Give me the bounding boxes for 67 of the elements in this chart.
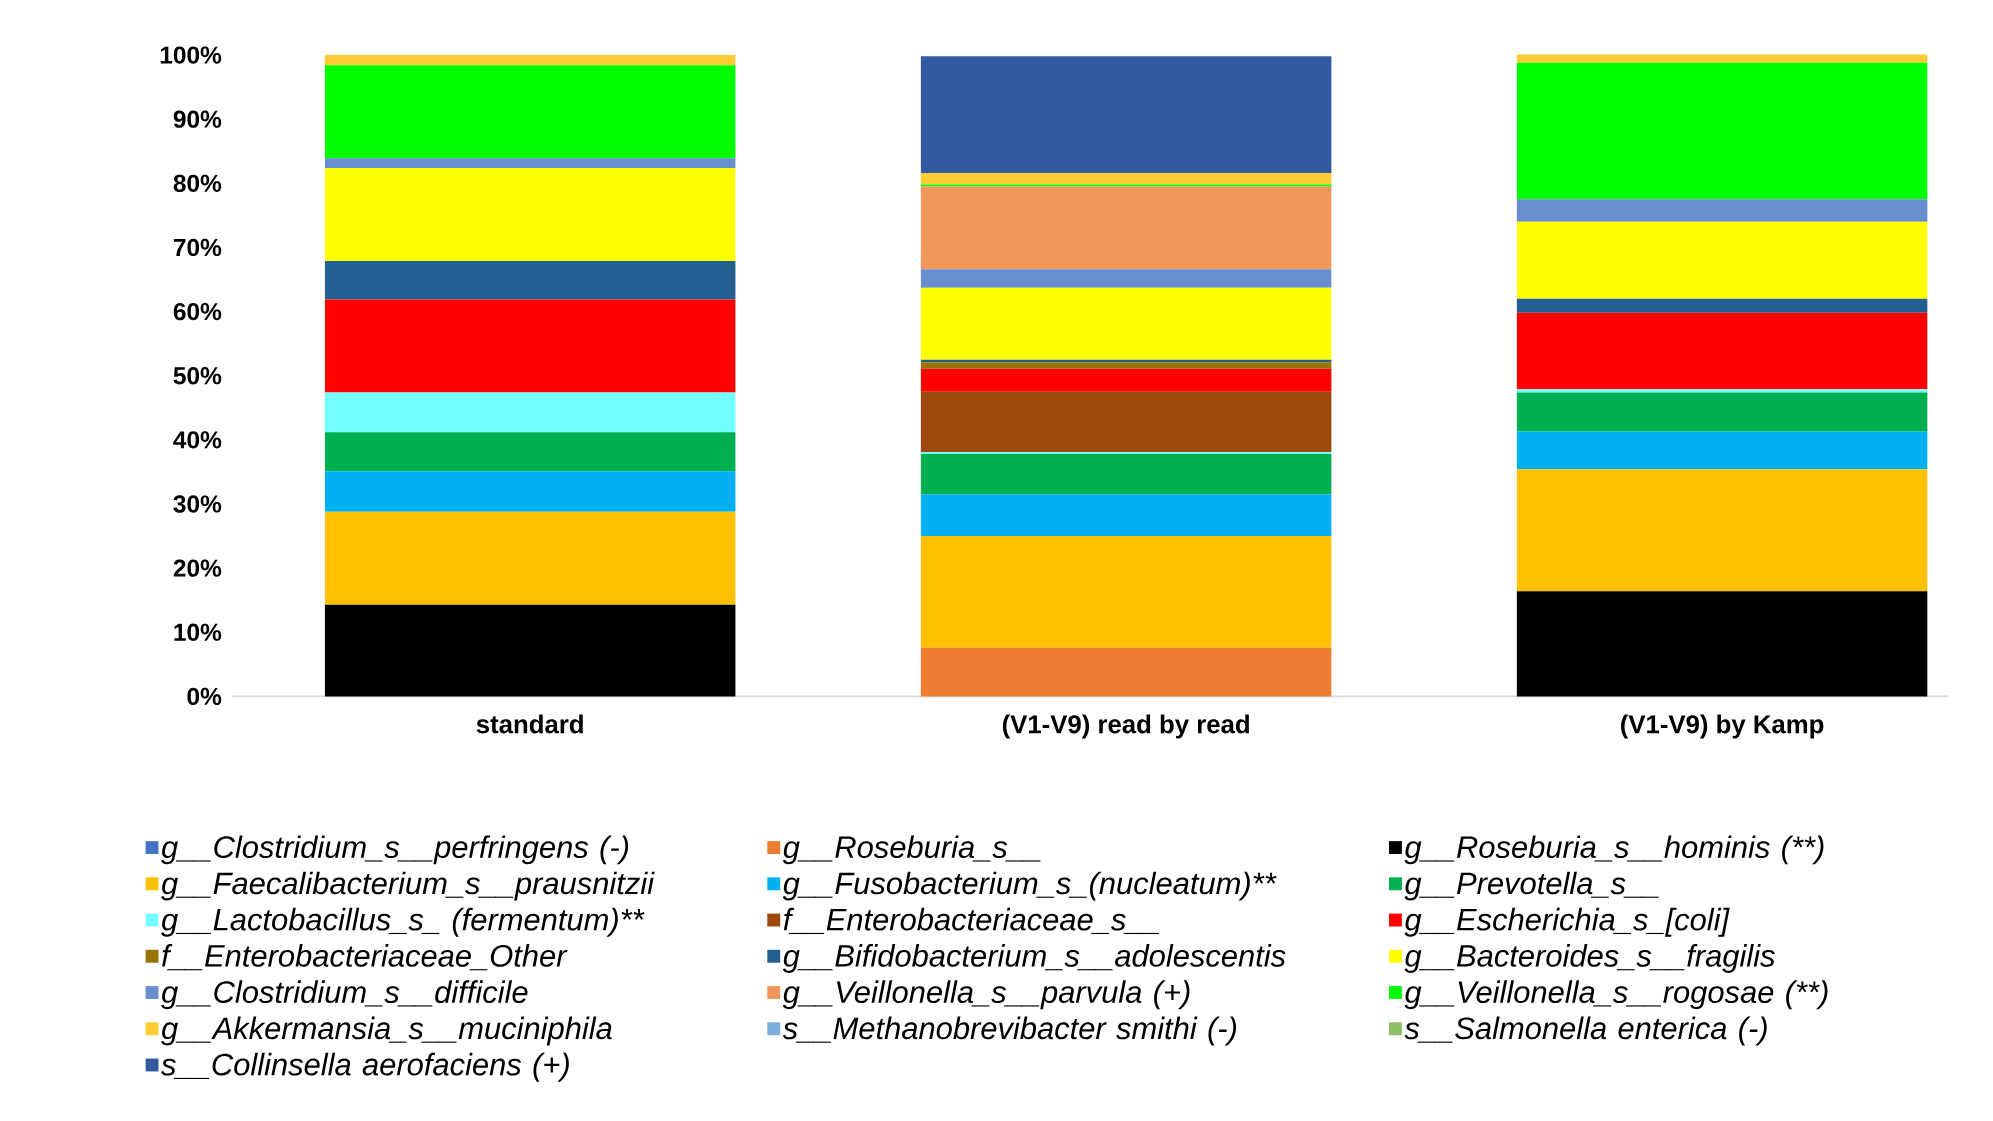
bar: [920, 391, 1332, 452]
legend-label: f__Enterobacteriaceae_s__: [783, 907, 1159, 934]
bar: [1516, 392, 1928, 432]
x-tick-label: standard: [476, 714, 583, 734]
y-tick-label: 90%: [173, 110, 222, 128]
bar: [920, 453, 1332, 495]
bar: [1516, 199, 1928, 222]
bar: [324, 65, 736, 159]
y-tick-label: 70%: [173, 238, 222, 256]
bar: [920, 172, 1332, 185]
y-tick-label: 100%: [160, 46, 222, 64]
bar: [1516, 389, 1928, 393]
bar: [324, 167, 736, 261]
bar: [1516, 62, 1928, 200]
legend-label: s__Collinsella aerofaciens (+): [161, 1052, 569, 1082]
legend-label: g__Escherichia_s_[coli]: [1404, 907, 1730, 937]
legend-label: s__Methanobrevibacter smithi (-): [782, 1016, 1237, 1046]
y-tick-label: 40%: [173, 431, 222, 449]
bar: [1516, 221, 1928, 299]
legend-label: g__Faecalibacterium_s__prausnitzii: [161, 871, 655, 901]
bar: [324, 299, 736, 393]
bar: [1516, 469, 1928, 592]
legend-label: g__Clostridium_s__perfringens (-): [161, 835, 629, 865]
x-tick-label: (V1-V9) by Kamp: [1621, 714, 1824, 739]
legend-label: g__Clostridium_s__difficile: [161, 980, 528, 1009]
y-tick-label: 60%: [173, 302, 222, 321]
legend-label: g__Veillonella_s__parvula (+): [782, 980, 1190, 1009]
bar: [1516, 298, 1928, 313]
y-tick-label: 80%: [173, 174, 222, 192]
bar: [920, 287, 1332, 360]
legend-label: g__Prevotella_s__: [1404, 871, 1659, 901]
bar: [324, 604, 736, 697]
bar: [920, 362, 1332, 369]
bar: [920, 56, 1332, 173]
bar: [324, 511, 736, 605]
bar: [324, 471, 736, 512]
legend-label: g__Roseburia_s__hominis (**): [1404, 835, 1824, 865]
bar: [324, 260, 736, 300]
legend-label: g__Bifidobacterium_s__adolescentis: [782, 943, 1286, 973]
y-tick-label: 20%: [173, 559, 222, 577]
y-tick-label: 50%: [173, 366, 222, 385]
bar: [324, 431, 736, 472]
legend-label: g__Roseburia_s__: [782, 835, 1041, 865]
bar: [1516, 54, 1928, 63]
bar: [920, 647, 1332, 697]
bar: [920, 494, 1332, 536]
bar: [324, 392, 736, 432]
legend-label: s__Salmonella enterica (-): [1404, 1016, 1767, 1046]
bar: [920, 186, 1332, 270]
legend-label: f__Enterobacteriaceae_Other: [162, 943, 568, 971]
bar: [920, 269, 1332, 288]
bar: [920, 535, 1332, 648]
legend-label: g__Lactobacillus_s_ (fermentum)**: [161, 907, 645, 937]
bar: [920, 368, 1332, 392]
legend-label: g__Bacteroides_s__fragilis: [1404, 943, 1775, 973]
bar: [324, 54, 736, 66]
y-tick-label: 0%: [187, 687, 222, 705]
y-tick-label: 10%: [174, 623, 222, 641]
bar: [1516, 312, 1928, 390]
legend-label: g__Akkermansia_s__muciniphila: [161, 1016, 612, 1046]
x-tick-label: (V1-V9) read by read: [1002, 714, 1249, 739]
y-tick-label: 30%: [173, 495, 222, 513]
legend-label: g__Veillonella_s__rogosae (**): [1404, 980, 1828, 1009]
bar: [1516, 431, 1928, 470]
legend-label: g__Fusobacterium_s_(nucleatum)**: [782, 871, 1277, 901]
bar: [324, 158, 736, 168]
bar: [1516, 591, 1928, 697]
